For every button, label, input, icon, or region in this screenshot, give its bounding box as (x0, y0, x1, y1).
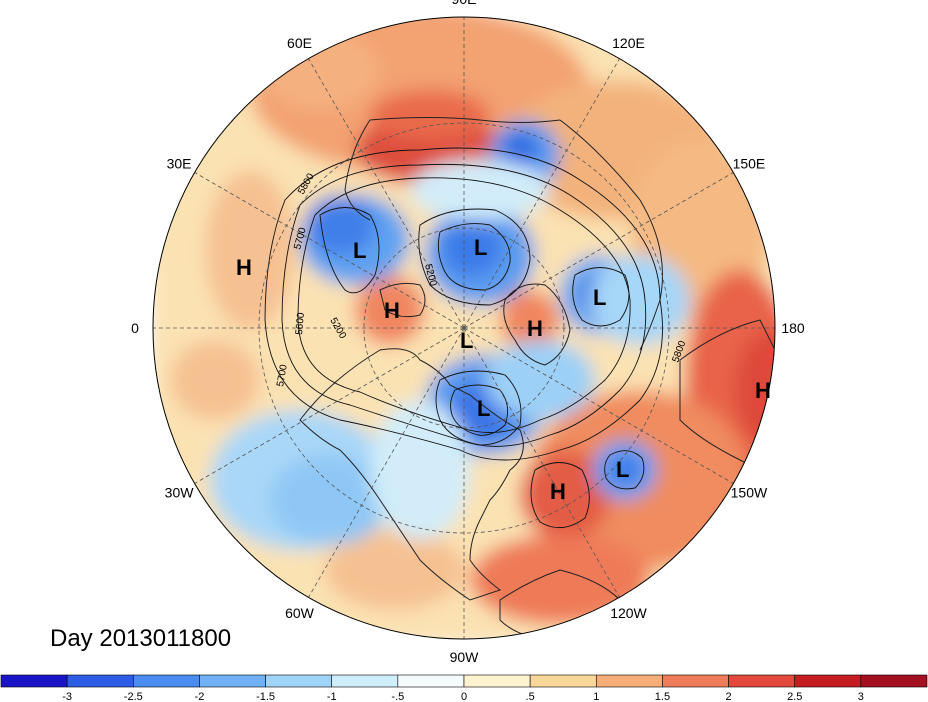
low-center-hudson-bay: L (477, 396, 490, 421)
colorbar-swatch (66, 674, 134, 688)
colorbar-tick-label: .5 (526, 691, 535, 702)
contour-label: 5600 (294, 312, 307, 336)
colorbar-tick-label: 2.5 (787, 691, 802, 702)
colorbar-tick-label: 2 (726, 691, 732, 702)
colorbar: -3 -2.5 -2 -1.5 -1 -.5 0 .5 1 1.5 2 2.5 3 (0, 674, 928, 702)
colorbar-tick-label: 1.5 (655, 691, 670, 702)
longitude-label: 30E (167, 156, 192, 172)
longitude-label: 180 (781, 320, 805, 336)
graticule (153, 17, 775, 639)
low-center-norwegian-sea: L (593, 285, 606, 310)
longitude-label: 90W (450, 649, 480, 665)
colorbar-swatch (397, 674, 465, 688)
meridian-line (463, 327, 620, 598)
high-center-north-pacific: H (236, 255, 252, 280)
colorbar-swatch (794, 674, 862, 688)
colorbar-swatch (331, 674, 399, 688)
meridian-line (463, 172, 734, 329)
colorbar-swatch (529, 674, 597, 688)
longitude-label: 150W (731, 485, 768, 501)
meridian-line (194, 172, 465, 329)
colorbar-tick-label: -.5 (391, 691, 404, 702)
colorbar-swatch (662, 674, 729, 688)
longitude-label: 60E (287, 35, 312, 51)
longitude-label: 120W (610, 605, 647, 621)
low-center-kara-sea: L (474, 235, 487, 260)
colorbar-tick-label: 0 (461, 691, 467, 702)
longitude-label: 0 (131, 320, 139, 336)
contour-label: 5700 (275, 363, 290, 387)
longitude-label: 150E (733, 156, 766, 172)
low-center-central-arctic: L (460, 328, 473, 353)
colorbar-swatch (0, 674, 68, 688)
longitude-label: 60W (285, 605, 315, 621)
anomaly-field (153, 17, 775, 639)
meridian-line (308, 327, 465, 598)
high-center-chukchi: H (384, 298, 400, 323)
colorbar-swatch (595, 674, 663, 688)
longitude-labels: 90E 60E 30E 0 30W 60W 90W 120W 150W 180 150E 120E (131, 0, 805, 665)
longitude-label: 120E (612, 35, 645, 51)
longitude-label: 90E (452, 0, 477, 7)
colorbar-swatch (265, 674, 333, 688)
meridian-line (194, 327, 465, 484)
colorbar-swatch (132, 674, 200, 688)
meridian-line (463, 58, 620, 329)
colorbar-tick-label: -1.5 (256, 691, 275, 702)
high-center-west-atlantic: H (550, 479, 566, 504)
high-center-north-africa: H (755, 378, 771, 403)
pressure-centers: H L L H L H L L H L H (236, 235, 771, 504)
colorbar-tick-label: -3 (62, 691, 72, 702)
colorbar-swatch (860, 674, 928, 688)
meridian-line (308, 58, 465, 329)
date-label: Day 2013011800 (50, 625, 231, 652)
colorbar-swatch (463, 674, 531, 688)
low-center-eastern-siberia: L (353, 238, 366, 263)
longitude-label: 30W (165, 485, 195, 501)
colorbar-swatch (728, 674, 796, 688)
colorbar-tick-label: -1 (327, 691, 337, 702)
colorbar-tick-label: -2.5 (124, 691, 143, 702)
colorbar-tick-label: -2 (195, 691, 205, 702)
colorbar-tick-label: 3 (858, 691, 864, 702)
map-boundary (152, 16, 776, 640)
colorbar-swatch (199, 674, 266, 688)
low-center-central-atlantic: L (616, 457, 629, 482)
height-contours (264, 147, 663, 528)
high-center-greenland: H (527, 316, 543, 341)
map-disc (153, 17, 775, 639)
meridian-line (463, 327, 734, 484)
colorbar-tick-label: 1 (593, 691, 599, 702)
